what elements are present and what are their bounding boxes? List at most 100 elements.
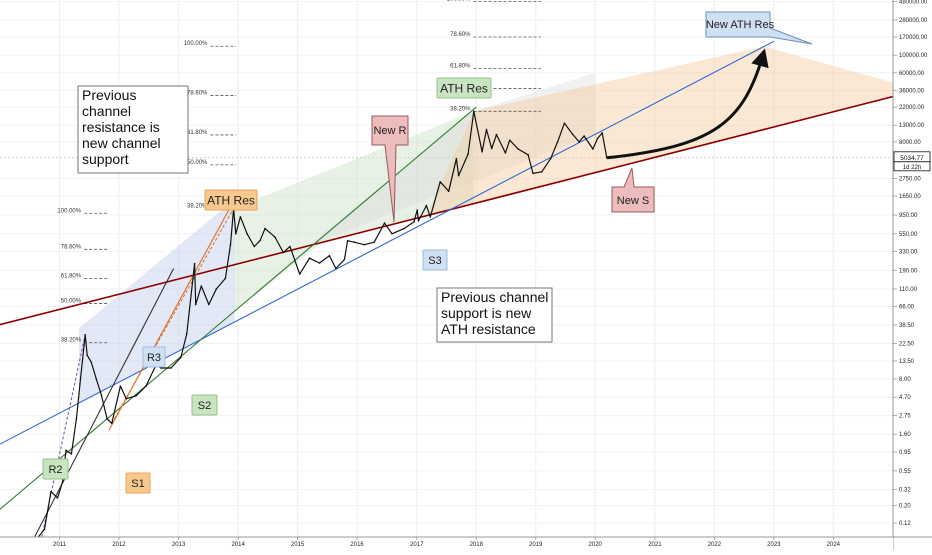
label-tag-text: ATH Res xyxy=(207,193,255,207)
price-point xyxy=(186,332,188,335)
fib-level-label: 78.60% xyxy=(61,244,82,250)
annotation-line: Previous xyxy=(82,87,136,103)
price-point xyxy=(563,122,566,124)
price-point xyxy=(517,148,519,150)
price-point xyxy=(56,497,59,499)
price-point xyxy=(135,395,137,397)
price-point xyxy=(383,222,386,224)
fib-level-label: 38.20% xyxy=(187,203,208,209)
price-point xyxy=(583,135,585,137)
time-axis-label: 2018 xyxy=(470,542,484,548)
price-axis-label: 1.60 xyxy=(899,432,911,438)
price-axis-label: 190.00 xyxy=(899,268,918,274)
callout-shape xyxy=(705,11,813,45)
fib-level-label: 100.00% xyxy=(184,41,208,47)
annotation-text: Previous channel resistance is new channel s… xyxy=(82,87,161,167)
price-point xyxy=(90,361,93,364)
price-axis-label: 8000.00 xyxy=(899,140,921,146)
trendline xyxy=(0,106,477,510)
price-point xyxy=(253,245,256,248)
price-point xyxy=(259,239,261,242)
price-point xyxy=(235,233,237,235)
price-axis-label: 0.55 xyxy=(899,469,911,475)
label-tag-text: R2 xyxy=(48,464,62,476)
time-axis-label: 2016 xyxy=(350,542,364,548)
price-axis-label: 950.00 xyxy=(899,213,918,219)
label-tag xyxy=(125,472,151,494)
price-point xyxy=(246,233,248,235)
price-point xyxy=(318,262,321,264)
price-point xyxy=(282,251,285,254)
price-point xyxy=(556,141,559,143)
price-point xyxy=(439,181,442,183)
time-axis-label: 2014 xyxy=(231,542,245,548)
price-point xyxy=(264,227,266,230)
price-point xyxy=(335,267,337,270)
label-tag xyxy=(142,346,166,368)
label-tag-text: S2 xyxy=(198,400,211,412)
price-axis-label: 66.00 xyxy=(899,305,915,311)
price-point xyxy=(95,378,98,380)
price-axis-label: 330.00 xyxy=(899,249,918,255)
price-point xyxy=(308,257,311,260)
price-axis-label: 22.50 xyxy=(899,341,915,347)
price-point xyxy=(447,190,450,192)
price-point xyxy=(527,154,529,156)
projection-arrow xyxy=(606,48,769,160)
fib-level-label: 50.00% xyxy=(187,160,208,166)
annotation-text: Previous channel support is new ATH resist… xyxy=(441,289,548,337)
price-point xyxy=(61,481,64,483)
annotation-line: ATH resistance xyxy=(441,321,536,337)
time-axis-label: 2023 xyxy=(767,542,781,548)
price-point xyxy=(473,110,475,113)
price-point xyxy=(481,151,483,153)
price-point xyxy=(578,141,580,143)
time-axis-label: 2011 xyxy=(53,542,67,548)
price-axis-label: 550.00 xyxy=(899,232,918,238)
callout-text: New S xyxy=(617,195,649,207)
countdown-value: 1d 22h xyxy=(903,165,921,171)
fib-level-label: 61.80% xyxy=(450,63,471,69)
price-axis-label: 0.95 xyxy=(899,450,911,456)
price-axis-label: 170000.00 xyxy=(899,35,928,41)
annotation-line: channel xyxy=(82,103,131,119)
price-point xyxy=(125,397,128,400)
price-point xyxy=(229,243,232,246)
trendline xyxy=(0,95,894,326)
price-point xyxy=(403,227,405,230)
price-point xyxy=(194,303,197,306)
label-tag-text: S3 xyxy=(428,255,441,267)
price-point xyxy=(455,157,458,160)
price-axis-label: 38.50 xyxy=(899,323,915,329)
price-point xyxy=(289,245,291,248)
channel-fill-orange xyxy=(426,46,893,216)
fib-level-label: 100.00% xyxy=(57,208,81,214)
trendline xyxy=(0,40,775,445)
price-point xyxy=(353,241,356,243)
time-axis-label: 2020 xyxy=(589,542,603,548)
price-point xyxy=(75,418,78,420)
price-axis-label: 2750.00 xyxy=(899,177,921,183)
price-axis-label: 1650.00 xyxy=(899,194,921,200)
price-point xyxy=(601,132,603,134)
price-point xyxy=(65,449,67,452)
price-line[interactable] xyxy=(34,110,608,542)
time-axis-label: 2013 xyxy=(172,542,186,548)
price-point xyxy=(328,254,331,257)
fib-level-label: 61.80% xyxy=(187,130,208,136)
price-axis-label: 100000.00 xyxy=(899,53,928,59)
price-point xyxy=(180,356,182,359)
time-axis-label: 2022 xyxy=(708,542,722,548)
time-axis-label: 2019 xyxy=(529,542,543,548)
price-axis-label: 60000.00 xyxy=(899,71,925,77)
price-axis-label: 13.50 xyxy=(899,359,915,365)
price-point xyxy=(592,148,594,150)
price-point xyxy=(346,239,349,242)
price-point xyxy=(50,490,52,493)
price-axis-label: 4.70 xyxy=(899,395,911,401)
price-point xyxy=(200,285,203,287)
price-point xyxy=(239,216,242,218)
price-point xyxy=(504,152,507,154)
